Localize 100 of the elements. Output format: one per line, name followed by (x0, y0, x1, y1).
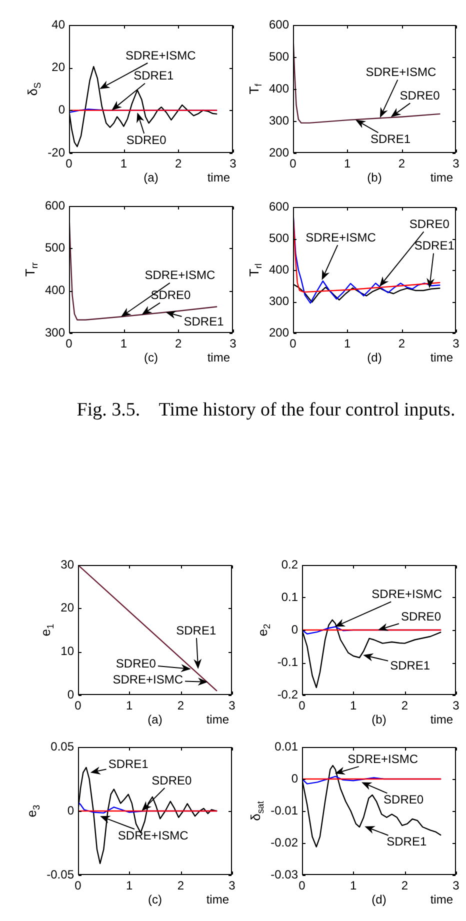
text: (c) (148, 892, 162, 906)
y-tick-label: 500 (268, 49, 290, 64)
text: (c) (144, 350, 158, 364)
annotation: SDRE+ISMC (118, 828, 189, 842)
y-tick-label: 0 (67, 687, 74, 702)
x-axis-title: time (430, 350, 454, 364)
text: (b) (372, 712, 386, 726)
annotation: SDRE1 (386, 834, 427, 849)
annotation: SDRE0 (150, 288, 192, 302)
text: (d) (372, 892, 386, 906)
x-axis-title: time (430, 712, 454, 726)
x-axis-title: time (430, 170, 454, 184)
x-tick-label: 2 (401, 698, 408, 713)
annotation: SDRE+ISMC (125, 48, 196, 62)
y-tick-label: 600 (268, 17, 290, 32)
y-tick-label: 200 (268, 325, 290, 340)
y-axis-title: δsat (248, 800, 266, 821)
y-axis-title: Trl (246, 263, 264, 277)
y-tick-label: 40 (52, 17, 66, 32)
x-tick-label: 1 (344, 156, 351, 171)
annotation: SDRE1 (370, 132, 411, 146)
text: (d) (367, 350, 382, 364)
x-tick-label: 2 (174, 336, 182, 351)
annotation: SDRE+ISMC (366, 65, 436, 80)
x-tick-label: 1 (344, 336, 351, 351)
x-tick-label: 3 (452, 698, 460, 713)
x-tick-label: 3 (452, 336, 460, 351)
y-tick-label: 600 (44, 198, 66, 212)
annotation: SDRE0 (400, 609, 442, 624)
y-axis-title: Trr (22, 262, 40, 277)
y-tick-label: 0.05 (50, 739, 74, 754)
text: (b) (367, 170, 382, 184)
y-tick-label: -0.2 (277, 687, 298, 702)
x-axis-title: time (206, 712, 230, 726)
annotation: SDRE+ISMC (372, 587, 442, 602)
y-axis-title: e1 (38, 624, 56, 636)
x-tick-label: 3 (452, 156, 460, 171)
y-tick-label: 20 (52, 60, 66, 74)
x-tick-label: 2 (174, 156, 182, 171)
x-tick-label: 1 (126, 698, 133, 713)
annotation: SDRE0 (400, 88, 440, 102)
y-tick-label: 20 (60, 600, 74, 615)
annotation: SDRE1 (134, 68, 174, 83)
x-tick-label: 1 (126, 878, 133, 893)
y-tick-label: 400 (268, 81, 290, 96)
x-tick-label: 3 (452, 878, 460, 893)
y-tick-label: -0.1 (277, 654, 298, 669)
y-tick-label: 0.01 (274, 739, 298, 754)
y-tick-label: -0.03 (270, 867, 298, 882)
x-axis-title: time (207, 170, 230, 184)
y-axis-title: e3 (24, 804, 42, 818)
y-tick-label: 0 (291, 771, 298, 786)
annotation: SDRE0 (384, 792, 424, 807)
y-tick-label: -20 (48, 145, 66, 160)
text: (a) (148, 712, 162, 726)
annotation: SDRE+ISMC (144, 268, 216, 282)
annotation: SDRE1 (108, 756, 149, 771)
x-tick-label: 3 (230, 156, 237, 171)
annotation: SDRE1 (390, 658, 430, 672)
x-tick-label: 2 (398, 336, 406, 351)
y-tick-label: -0.01 (270, 803, 298, 818)
annotation: SDRE+ISMC (306, 230, 376, 244)
x-tick-label: 1 (350, 878, 357, 893)
annotation: SDRE0 (116, 656, 156, 670)
y-tick-label: 600 (268, 199, 290, 214)
x-tick-label: 1 (350, 698, 357, 713)
y-tick-label: 0 (291, 622, 298, 636)
x-tick-label: 3 (230, 336, 237, 351)
caption: Fig. 3.5. Time history of the four control inputs. (76, 400, 456, 422)
x-axis-title: time (206, 892, 230, 906)
y-tick-label: -0.02 (270, 835, 298, 850)
y-tick-label: 200 (268, 145, 290, 160)
y-tick-label: 30 (60, 557, 74, 572)
annotation: SDRE+ISMC (112, 672, 184, 686)
y-tick-label: -0.05 (46, 867, 74, 882)
x-axis-title: time (430, 892, 454, 906)
text: (a) (144, 170, 158, 184)
y-axis-title: δS (25, 82, 42, 96)
x-tick-label: 2 (177, 698, 184, 713)
x-tick-label: 3 (228, 878, 236, 893)
y-tick-label: 10 (60, 644, 74, 658)
annotation: SDRE+ISMC (348, 752, 418, 766)
y-axis-title: Tf (246, 83, 264, 94)
y-axis-title: e2 (254, 624, 272, 636)
x-tick-label: 2 (398, 156, 406, 171)
y-tick-label: 400 (44, 282, 66, 297)
x-tick-label: 2 (177, 878, 184, 893)
y-tick-label: 300 (44, 325, 66, 340)
y-tick-label: 0.1 (281, 590, 298, 604)
y-tick-label: 0 (58, 102, 66, 117)
x-axis-title: time (207, 350, 230, 364)
y-tick-label: 300 (268, 294, 290, 308)
annotation: SDRE1 (414, 238, 455, 253)
x-tick-label: 1 (120, 336, 128, 351)
annotation: SDRE1 (184, 314, 224, 329)
x-tick-label: 1 (120, 156, 128, 171)
y-tick-label: 400 (268, 262, 290, 276)
annotation: SDRE0 (409, 217, 450, 232)
x-tick-label: 2 (401, 878, 408, 893)
y-tick-label: 0.2 (281, 557, 298, 572)
